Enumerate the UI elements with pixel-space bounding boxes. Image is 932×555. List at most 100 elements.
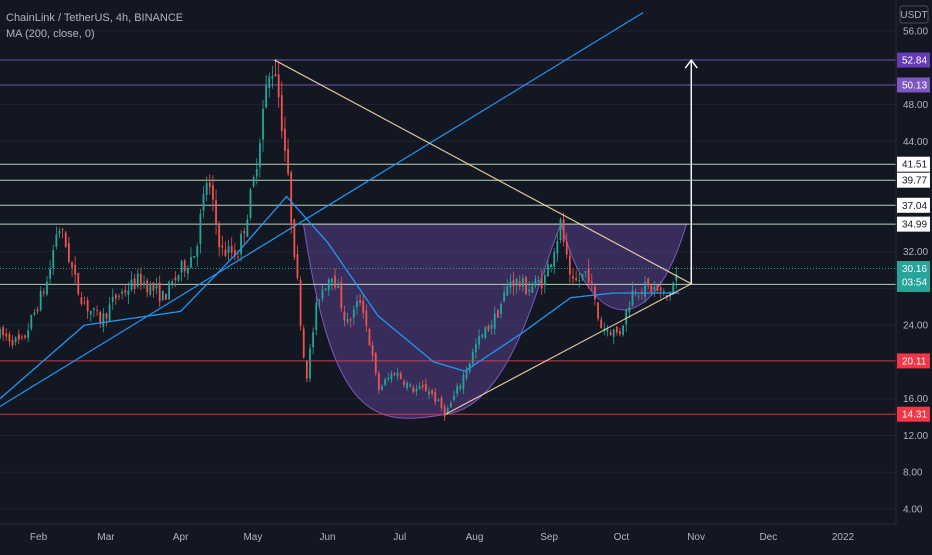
candle-body — [465, 370, 468, 379]
y-tick-label: 8.00 — [903, 468, 923, 479]
candle-body — [424, 383, 427, 392]
candle-body — [221, 245, 224, 248]
candle-body — [39, 291, 42, 311]
candle-body — [365, 310, 368, 326]
candle-body — [89, 310, 92, 315]
candle-body — [453, 395, 455, 401]
candle-body — [565, 241, 568, 255]
level-badge-label: 20.11 — [902, 356, 927, 367]
candle-body — [449, 402, 452, 408]
candle-body — [484, 327, 487, 338]
candle-body — [36, 309, 39, 312]
candle-body — [522, 278, 524, 287]
candle-body — [334, 275, 336, 288]
level-badge — [897, 197, 930, 213]
level-badge-label: 39.77 — [902, 176, 927, 187]
candle-body — [343, 311, 346, 321]
x-tick-label: Feb — [30, 532, 48, 543]
candle-body — [155, 285, 158, 289]
candle-body — [534, 279, 537, 286]
candle-body — [396, 372, 399, 377]
candle-body — [61, 229, 64, 231]
candle-body — [462, 375, 465, 390]
candle-body — [274, 73, 277, 76]
candle-body — [52, 249, 55, 268]
candle-body — [249, 189, 252, 218]
candle-body — [662, 291, 665, 293]
candle-body — [647, 278, 650, 286]
candle-body — [403, 381, 405, 386]
candle-body — [615, 326, 618, 333]
candle-body — [262, 108, 264, 140]
candle-body — [202, 193, 205, 211]
candle-body — [118, 295, 120, 297]
level-badge — [897, 77, 930, 93]
candle-body — [446, 408, 449, 414]
level-badge-label: 37.04 — [902, 201, 927, 212]
candle-body — [590, 282, 593, 284]
currency-label: USDT — [900, 10, 927, 21]
y-tick-label: 24.00 — [903, 321, 928, 332]
candle-body — [568, 255, 571, 275]
candle-body — [243, 231, 246, 234]
candle-body — [265, 84, 268, 108]
candle-body — [2, 327, 5, 336]
candle-body — [149, 283, 152, 295]
candle-body — [255, 169, 258, 177]
x-tick-label: Jun — [320, 532, 336, 543]
x-tick-label: Apr — [173, 532, 189, 543]
candle-body — [121, 291, 124, 294]
candle-body — [258, 143, 261, 168]
candle-body — [537, 280, 540, 283]
candle-body — [277, 74, 280, 98]
x-tick-label: Sep — [540, 532, 558, 543]
candle-body — [659, 287, 662, 291]
indicator-legend: MA (200, close, 0) — [6, 28, 95, 40]
candle-body — [83, 302, 86, 304]
candle-body — [415, 388, 418, 392]
candle-body — [525, 277, 527, 294]
candle-body — [21, 336, 23, 338]
candle-body — [49, 268, 51, 279]
candle-body — [5, 333, 8, 337]
candle-body — [196, 245, 199, 257]
candle-body — [594, 286, 596, 300]
candle-body — [346, 319, 349, 323]
candle-body — [293, 219, 296, 258]
candle-body — [374, 353, 377, 374]
candle-body — [302, 328, 305, 358]
candle-body — [246, 219, 249, 237]
level-badge-label: 50.13 — [902, 80, 927, 91]
candle-body — [86, 299, 89, 312]
candle-body — [252, 177, 255, 187]
candle-body — [212, 185, 214, 200]
x-tick-label: Jul — [393, 532, 406, 543]
candle-body — [456, 386, 459, 394]
candle-body — [105, 313, 108, 319]
candle-body — [428, 391, 430, 395]
currency-box[interactable] — [899, 5, 929, 24]
candle-body — [168, 282, 170, 300]
candle-body — [547, 264, 549, 277]
candle-body — [475, 344, 477, 353]
candle-body — [143, 282, 145, 285]
y-tick-label: 48.00 — [903, 100, 928, 111]
level-badge — [897, 353, 930, 369]
candle-body — [11, 340, 14, 346]
candle-body — [622, 325, 625, 335]
time-axis[interactable] — [0, 524, 896, 550]
candle-body — [321, 289, 324, 299]
candle-body — [171, 281, 174, 285]
candle-body — [377, 373, 380, 390]
candle-body — [205, 183, 208, 196]
candle-body — [625, 309, 628, 325]
candle-body — [609, 332, 612, 336]
candle-body — [384, 379, 387, 385]
y-tick-label: 4.00 — [903, 505, 923, 516]
candle-body — [0, 329, 1, 339]
candle-body — [440, 398, 443, 409]
candle-body — [478, 336, 480, 345]
